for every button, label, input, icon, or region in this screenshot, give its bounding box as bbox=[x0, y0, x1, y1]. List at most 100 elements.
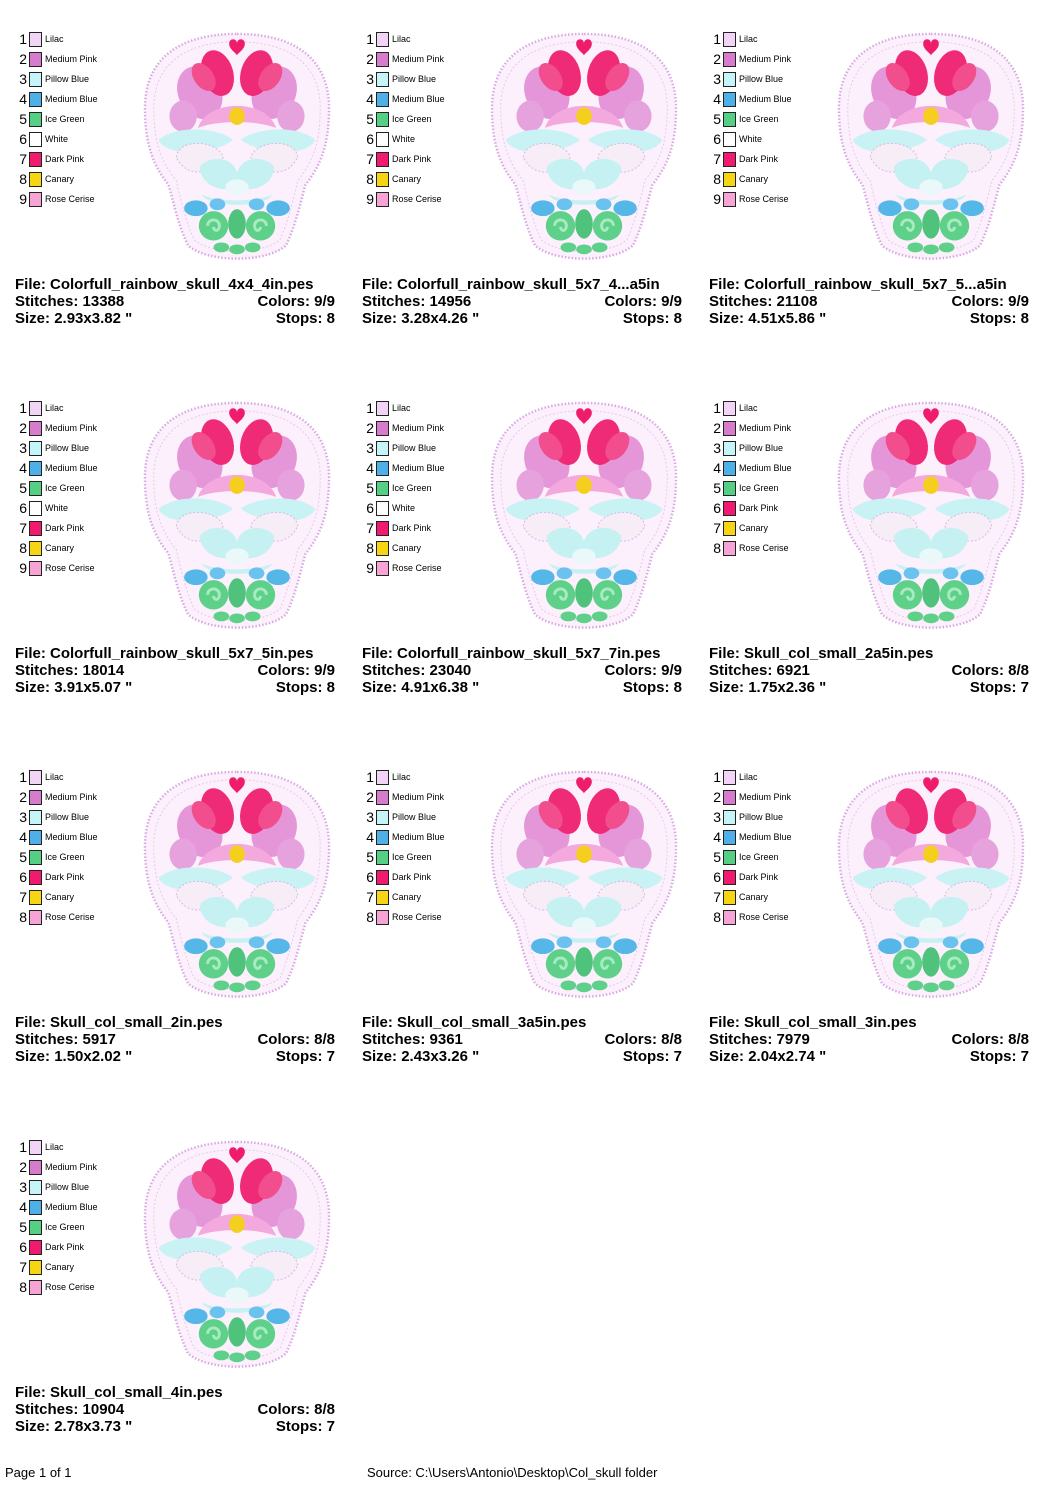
size-line: Size: 2.43x3.26 " Stops: 7 bbox=[362, 1048, 682, 1065]
color-name: Medium Blue bbox=[739, 832, 792, 842]
file-line: File: Colorfull_rainbow_skull_5x7_7in.pe… bbox=[362, 645, 682, 662]
color-swatch bbox=[376, 521, 389, 536]
color-name: Medium Blue bbox=[739, 94, 792, 104]
palette-index: 2 bbox=[366, 789, 374, 805]
stitches-line: Stitches: 21108 Colors: 9/9 bbox=[709, 293, 1029, 310]
palette-index: 3 bbox=[19, 71, 27, 87]
stitches-line: Stitches: 5917 Colors: 8/8 bbox=[15, 1031, 335, 1048]
colors-field: Colors: 9/9 bbox=[604, 293, 682, 310]
size-line: Size: 4.51x5.86 " Stops: 8 bbox=[709, 310, 1029, 327]
stitches-label: Stitches: bbox=[362, 662, 426, 679]
color-swatch bbox=[29, 910, 42, 925]
colors-label: Colors: bbox=[257, 1031, 310, 1048]
color-swatch bbox=[723, 481, 736, 496]
palette-index: 5 bbox=[366, 849, 374, 865]
file-line: File: Skull_col_small_2a5in.pes bbox=[709, 645, 1029, 662]
palette-index: 1 bbox=[19, 769, 27, 785]
stops-field: Stops: 7 bbox=[970, 679, 1029, 696]
file-name: Skull_col_small_3a5in.pes bbox=[397, 1014, 587, 1031]
palette-index: 5 bbox=[713, 849, 721, 865]
color-swatch bbox=[29, 481, 42, 496]
color-name: Medium Pink bbox=[392, 792, 445, 802]
palette-index: 4 bbox=[19, 1199, 27, 1215]
palette-index: 4 bbox=[19, 829, 27, 845]
color-swatch bbox=[29, 1180, 42, 1195]
design-info: File: Colorfull_rainbow_skull_5x7_5...a5… bbox=[709, 276, 1029, 327]
color-swatch bbox=[376, 152, 389, 167]
colors-field: Colors: 9/9 bbox=[257, 293, 335, 310]
colors-field: Colors: 9/9 bbox=[604, 662, 682, 679]
color-name: Dark Pink bbox=[45, 523, 85, 533]
file-name: Colorfull_rainbow_skull_5x7_7in.pes bbox=[397, 645, 661, 662]
size-value: 2.43x3.26 " bbox=[401, 1048, 480, 1065]
design-info: File: Skull_col_small_3in.pes Stitches: … bbox=[709, 1014, 1029, 1065]
palette-index: 6 bbox=[366, 500, 374, 516]
color-name: White bbox=[45, 503, 69, 513]
color-swatch bbox=[723, 461, 736, 476]
colors-label: Colors: bbox=[951, 662, 1004, 679]
colors-field: Colors: 8/8 bbox=[257, 1031, 335, 1048]
page-number: Page 1 of 1 bbox=[5, 1465, 72, 1480]
color-name: Pillow Blue bbox=[45, 812, 90, 822]
color-name: Rose Cerise bbox=[392, 194, 442, 204]
color-name: Medium Blue bbox=[45, 832, 98, 842]
color-name: Dark Pink bbox=[392, 872, 432, 882]
stops-field: Stops: 7 bbox=[970, 1048, 1029, 1065]
color-swatch bbox=[29, 541, 42, 556]
palette-index: 7 bbox=[713, 520, 721, 536]
size-line: Size: 2.04x2.74 " Stops: 7 bbox=[709, 1048, 1029, 1065]
size-value: 4.51x5.86 " bbox=[748, 310, 827, 327]
color-name: Dark Pink bbox=[739, 503, 779, 513]
size-label: Size: bbox=[362, 310, 398, 327]
color-swatch bbox=[29, 810, 42, 825]
color-swatch bbox=[376, 132, 389, 147]
stops-label: Stops: bbox=[969, 310, 1017, 327]
stops-value: 8 bbox=[673, 310, 682, 327]
palette-index: 8 bbox=[713, 171, 721, 187]
color-name: Medium Blue bbox=[392, 463, 445, 473]
file-name: Skull_col_small_2a5in.pes bbox=[744, 645, 934, 662]
color-name: Lilac bbox=[739, 403, 758, 413]
palette-index: 3 bbox=[19, 1179, 27, 1195]
color-name: Medium Blue bbox=[45, 1202, 98, 1212]
color-swatch bbox=[376, 870, 389, 885]
color-swatch bbox=[723, 92, 736, 107]
color-name: Pillow Blue bbox=[739, 812, 784, 822]
palette-index: 8 bbox=[19, 540, 27, 556]
stitches-line: Stitches: 9361 Colors: 8/8 bbox=[362, 1031, 682, 1048]
skull-embroidery-preview-icon bbox=[137, 399, 337, 634]
color-swatch bbox=[376, 72, 389, 87]
color-swatch bbox=[723, 890, 736, 905]
palette-index: 5 bbox=[19, 480, 27, 496]
file-line: File: Colorfull_rainbow_skull_4x4_4in.pe… bbox=[15, 276, 335, 293]
color-name: Lilac bbox=[392, 403, 411, 413]
stitches-label: Stitches: bbox=[362, 293, 426, 310]
color-name: Medium Pink bbox=[739, 54, 792, 64]
color-name: Dark Pink bbox=[739, 154, 779, 164]
color-swatch bbox=[29, 112, 42, 127]
color-swatch bbox=[376, 172, 389, 187]
stops-value: 7 bbox=[1020, 679, 1029, 696]
size-value: 1.75x2.36 " bbox=[748, 679, 827, 696]
stitches-value: 6921 bbox=[776, 662, 810, 679]
stops-value: 7 bbox=[1020, 1048, 1029, 1065]
file-label: File: bbox=[709, 1014, 740, 1031]
color-name: Pillow Blue bbox=[392, 443, 437, 453]
color-name: Lilac bbox=[45, 772, 64, 782]
color-name: Ice Green bbox=[45, 1222, 85, 1232]
color-swatch bbox=[29, 790, 42, 805]
palette-index: 7 bbox=[19, 889, 27, 905]
design-card-7: 1 Lilac 2 Medium Pink 3 Pillow Blue 4 Medium Bl… bbox=[15, 768, 340, 1128]
colors-value: 8/8 bbox=[314, 1031, 335, 1048]
colors-value: 8/8 bbox=[1008, 662, 1029, 679]
palette-index: 7 bbox=[366, 889, 374, 905]
color-swatch bbox=[29, 830, 42, 845]
design-info: File: Colorfull_rainbow_skull_5x7_5in.pe… bbox=[15, 645, 335, 696]
colors-label: Colors: bbox=[257, 293, 310, 310]
stops-field: Stops: 8 bbox=[276, 310, 335, 327]
color-swatch bbox=[29, 1260, 42, 1275]
palette-index: 1 bbox=[19, 400, 27, 416]
color-swatch bbox=[723, 521, 736, 536]
palette-index: 5 bbox=[366, 480, 374, 496]
file-name: Colorfull_rainbow_skull_4x4_4in.pes bbox=[50, 276, 314, 293]
